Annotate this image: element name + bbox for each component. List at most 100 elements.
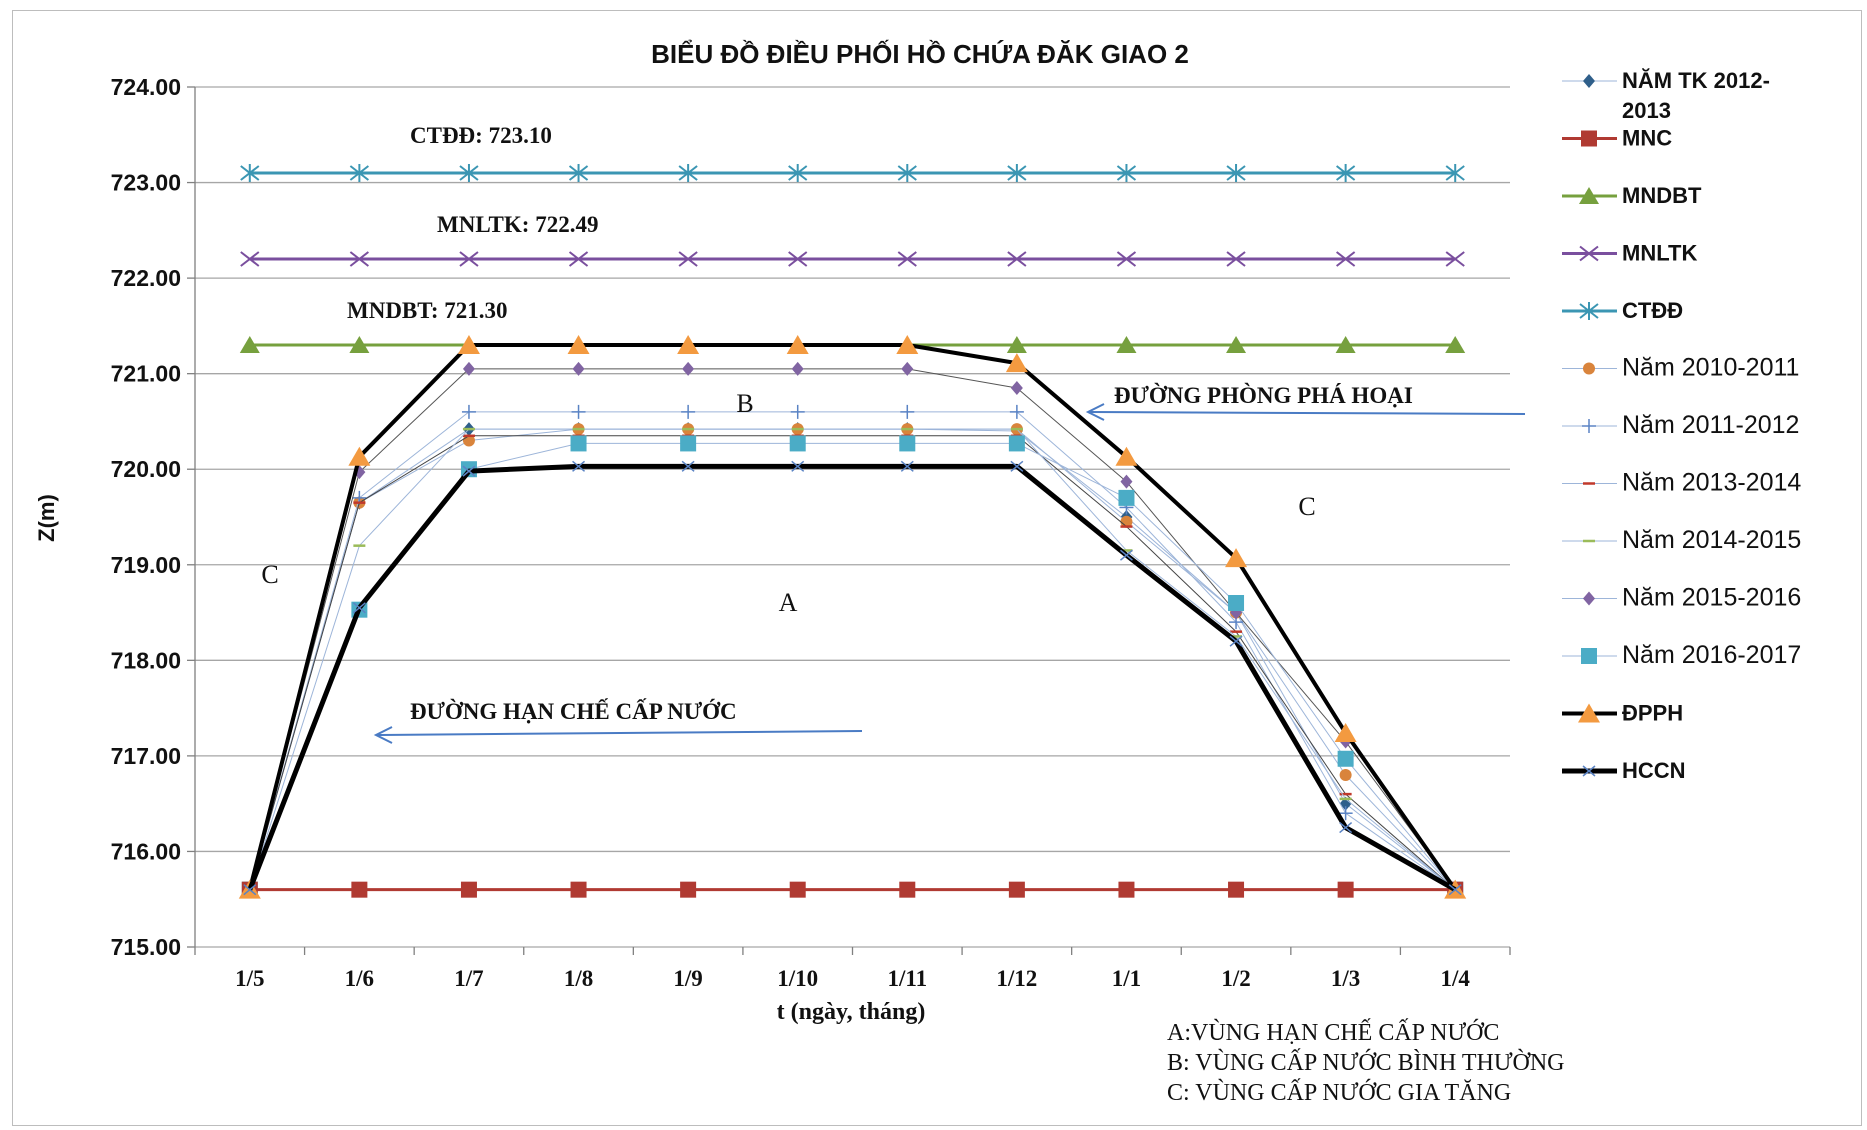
grid-lines xyxy=(187,86,1511,955)
legend-item: NĂM TK 2012- 2013 xyxy=(1562,68,1770,123)
data-point xyxy=(1120,515,1133,528)
data-point xyxy=(1226,164,1246,182)
annotation-mnltk: MNLTK: 722.49 xyxy=(437,212,598,237)
data-point xyxy=(680,435,697,452)
legend-label: ĐPPH xyxy=(1622,701,1683,726)
data-point xyxy=(1339,821,1353,834)
series-n-m-2011-2012 xyxy=(242,404,1463,897)
data-point xyxy=(572,361,585,376)
data-point xyxy=(349,336,370,353)
data-point xyxy=(901,361,914,376)
x-tick-label: 1/7 xyxy=(454,966,483,991)
legend-item: Năm 2014-2015 xyxy=(1562,526,1801,554)
legend-item: MNDBT xyxy=(1562,183,1702,208)
chart-title: BIỂU ĐỒ ĐIỀU PHỐI HỒ CHỨA ĐĂK GIAO 2 xyxy=(651,39,1189,69)
data-point xyxy=(899,881,916,898)
data-point xyxy=(1116,164,1137,182)
legend-label: NĂM TK 2012- xyxy=(1622,68,1770,93)
data-point xyxy=(1339,769,1352,781)
data-point xyxy=(349,251,369,267)
data-point xyxy=(791,361,804,376)
legend-label-cont: 2013 xyxy=(1622,98,1671,123)
series-line xyxy=(249,368,1456,890)
x-tick-label: 1/9 xyxy=(673,966,702,991)
legend-label: Năm 2016-2017 xyxy=(1622,641,1801,669)
data-point xyxy=(568,164,589,182)
series-n-m-2014-2015 xyxy=(243,427,1462,891)
data-point xyxy=(567,335,590,354)
legend-item: Năm 2015-2016 xyxy=(1562,584,1801,612)
series-ct xyxy=(240,164,1465,182)
y-tick-labels: 715.00 716.00 717.00 718.00 719.00 720.00 721.… xyxy=(111,74,181,960)
legend-label: Năm 2013-2014 xyxy=(1622,469,1801,497)
series-line xyxy=(247,463,1457,892)
annotation-ctdd: CTĐĐ: 723.10 xyxy=(410,123,552,148)
annotation-duong-phong-pha-hoai: ĐƯỜNG PHÒNG PHÁ HOẠI xyxy=(1114,382,1413,408)
chart-frame xyxy=(12,10,1862,1126)
data-point xyxy=(1337,881,1354,898)
legend-marker xyxy=(1582,419,1596,433)
data-point xyxy=(349,164,369,182)
data-point xyxy=(1445,164,1465,182)
y-tick-label: 717.00 xyxy=(111,743,181,769)
data-point xyxy=(789,881,806,898)
data-point xyxy=(1005,353,1028,373)
data-point xyxy=(897,251,917,267)
y-axis-label: Z(m) xyxy=(34,494,59,542)
data-point xyxy=(1007,164,1027,182)
data-point xyxy=(1336,251,1356,267)
data-point xyxy=(1115,446,1138,466)
legend-marker xyxy=(1581,130,1597,147)
x-tick-label: 1/5 xyxy=(235,966,264,991)
annotation-duong-han-che: ĐƯỜNG HẠN CHẾ CẤP NƯỚC xyxy=(410,698,737,724)
data-point xyxy=(1337,750,1354,767)
arrow-phong-pha-hoai xyxy=(1085,403,1526,421)
y-tick-label: 724.00 xyxy=(111,74,181,100)
data-point xyxy=(459,164,479,182)
legend-marker xyxy=(1583,591,1595,606)
data-point xyxy=(1226,336,1247,353)
data-point xyxy=(239,336,260,353)
annotation-mndbt: MNDBT: 721.30 xyxy=(347,298,508,323)
data-point xyxy=(678,251,698,267)
legend-item: HCCN xyxy=(1562,758,1686,783)
region-label-b: B xyxy=(736,389,753,418)
data-point xyxy=(678,164,698,182)
data-point xyxy=(572,460,586,472)
note-a: A:VÙNG HẠN CHẾ CẤP NƯỚC xyxy=(1167,1019,1499,1046)
x-tick-label: 1/1 xyxy=(1112,966,1141,991)
legend-marker xyxy=(1579,245,1599,262)
series-line xyxy=(249,435,1456,891)
data-point xyxy=(677,335,700,354)
legend-label: Năm 2015-2016 xyxy=(1622,584,1801,612)
region-label-c-left: C xyxy=(261,560,278,589)
data-point xyxy=(459,251,479,267)
x-tick-label: 1/11 xyxy=(887,966,927,991)
x-tick-label: 1/10 xyxy=(777,966,818,991)
legend-item: ĐPPH xyxy=(1562,701,1683,726)
y-tick-label: 716.00 xyxy=(111,838,181,864)
x-tick-label: 1/2 xyxy=(1221,966,1250,991)
data-point xyxy=(788,251,808,267)
data-point xyxy=(1010,381,1023,395)
data-point xyxy=(351,881,368,898)
data-point xyxy=(240,164,260,182)
data-point xyxy=(568,251,589,267)
data-point xyxy=(896,335,919,354)
note-b: B: VÙNG CẤP NƯỚC BÌNH THƯỜNG xyxy=(1167,1049,1565,1076)
data-point xyxy=(570,881,587,898)
legend-item: Năm 2013-2014 xyxy=(1562,469,1801,497)
legend-label: CTĐĐ xyxy=(1622,298,1683,323)
legend-marker xyxy=(1579,187,1599,204)
data-point xyxy=(900,460,914,472)
data-point xyxy=(570,435,587,452)
series-line xyxy=(249,428,1456,891)
legend-item: Năm 2011-2012 xyxy=(1562,411,1799,439)
series-n-m-tk-2012-2013 xyxy=(243,422,1462,897)
legend-label: HCCN xyxy=(1622,758,1686,783)
legend-marker xyxy=(1582,765,1596,777)
data-point xyxy=(680,881,697,898)
legend: NĂM TK 2012- 2013 MNC MNDBT MNLTK CTĐĐ Năm 201… xyxy=(1562,68,1801,783)
series-n-m-2010-2011 xyxy=(243,423,1462,896)
